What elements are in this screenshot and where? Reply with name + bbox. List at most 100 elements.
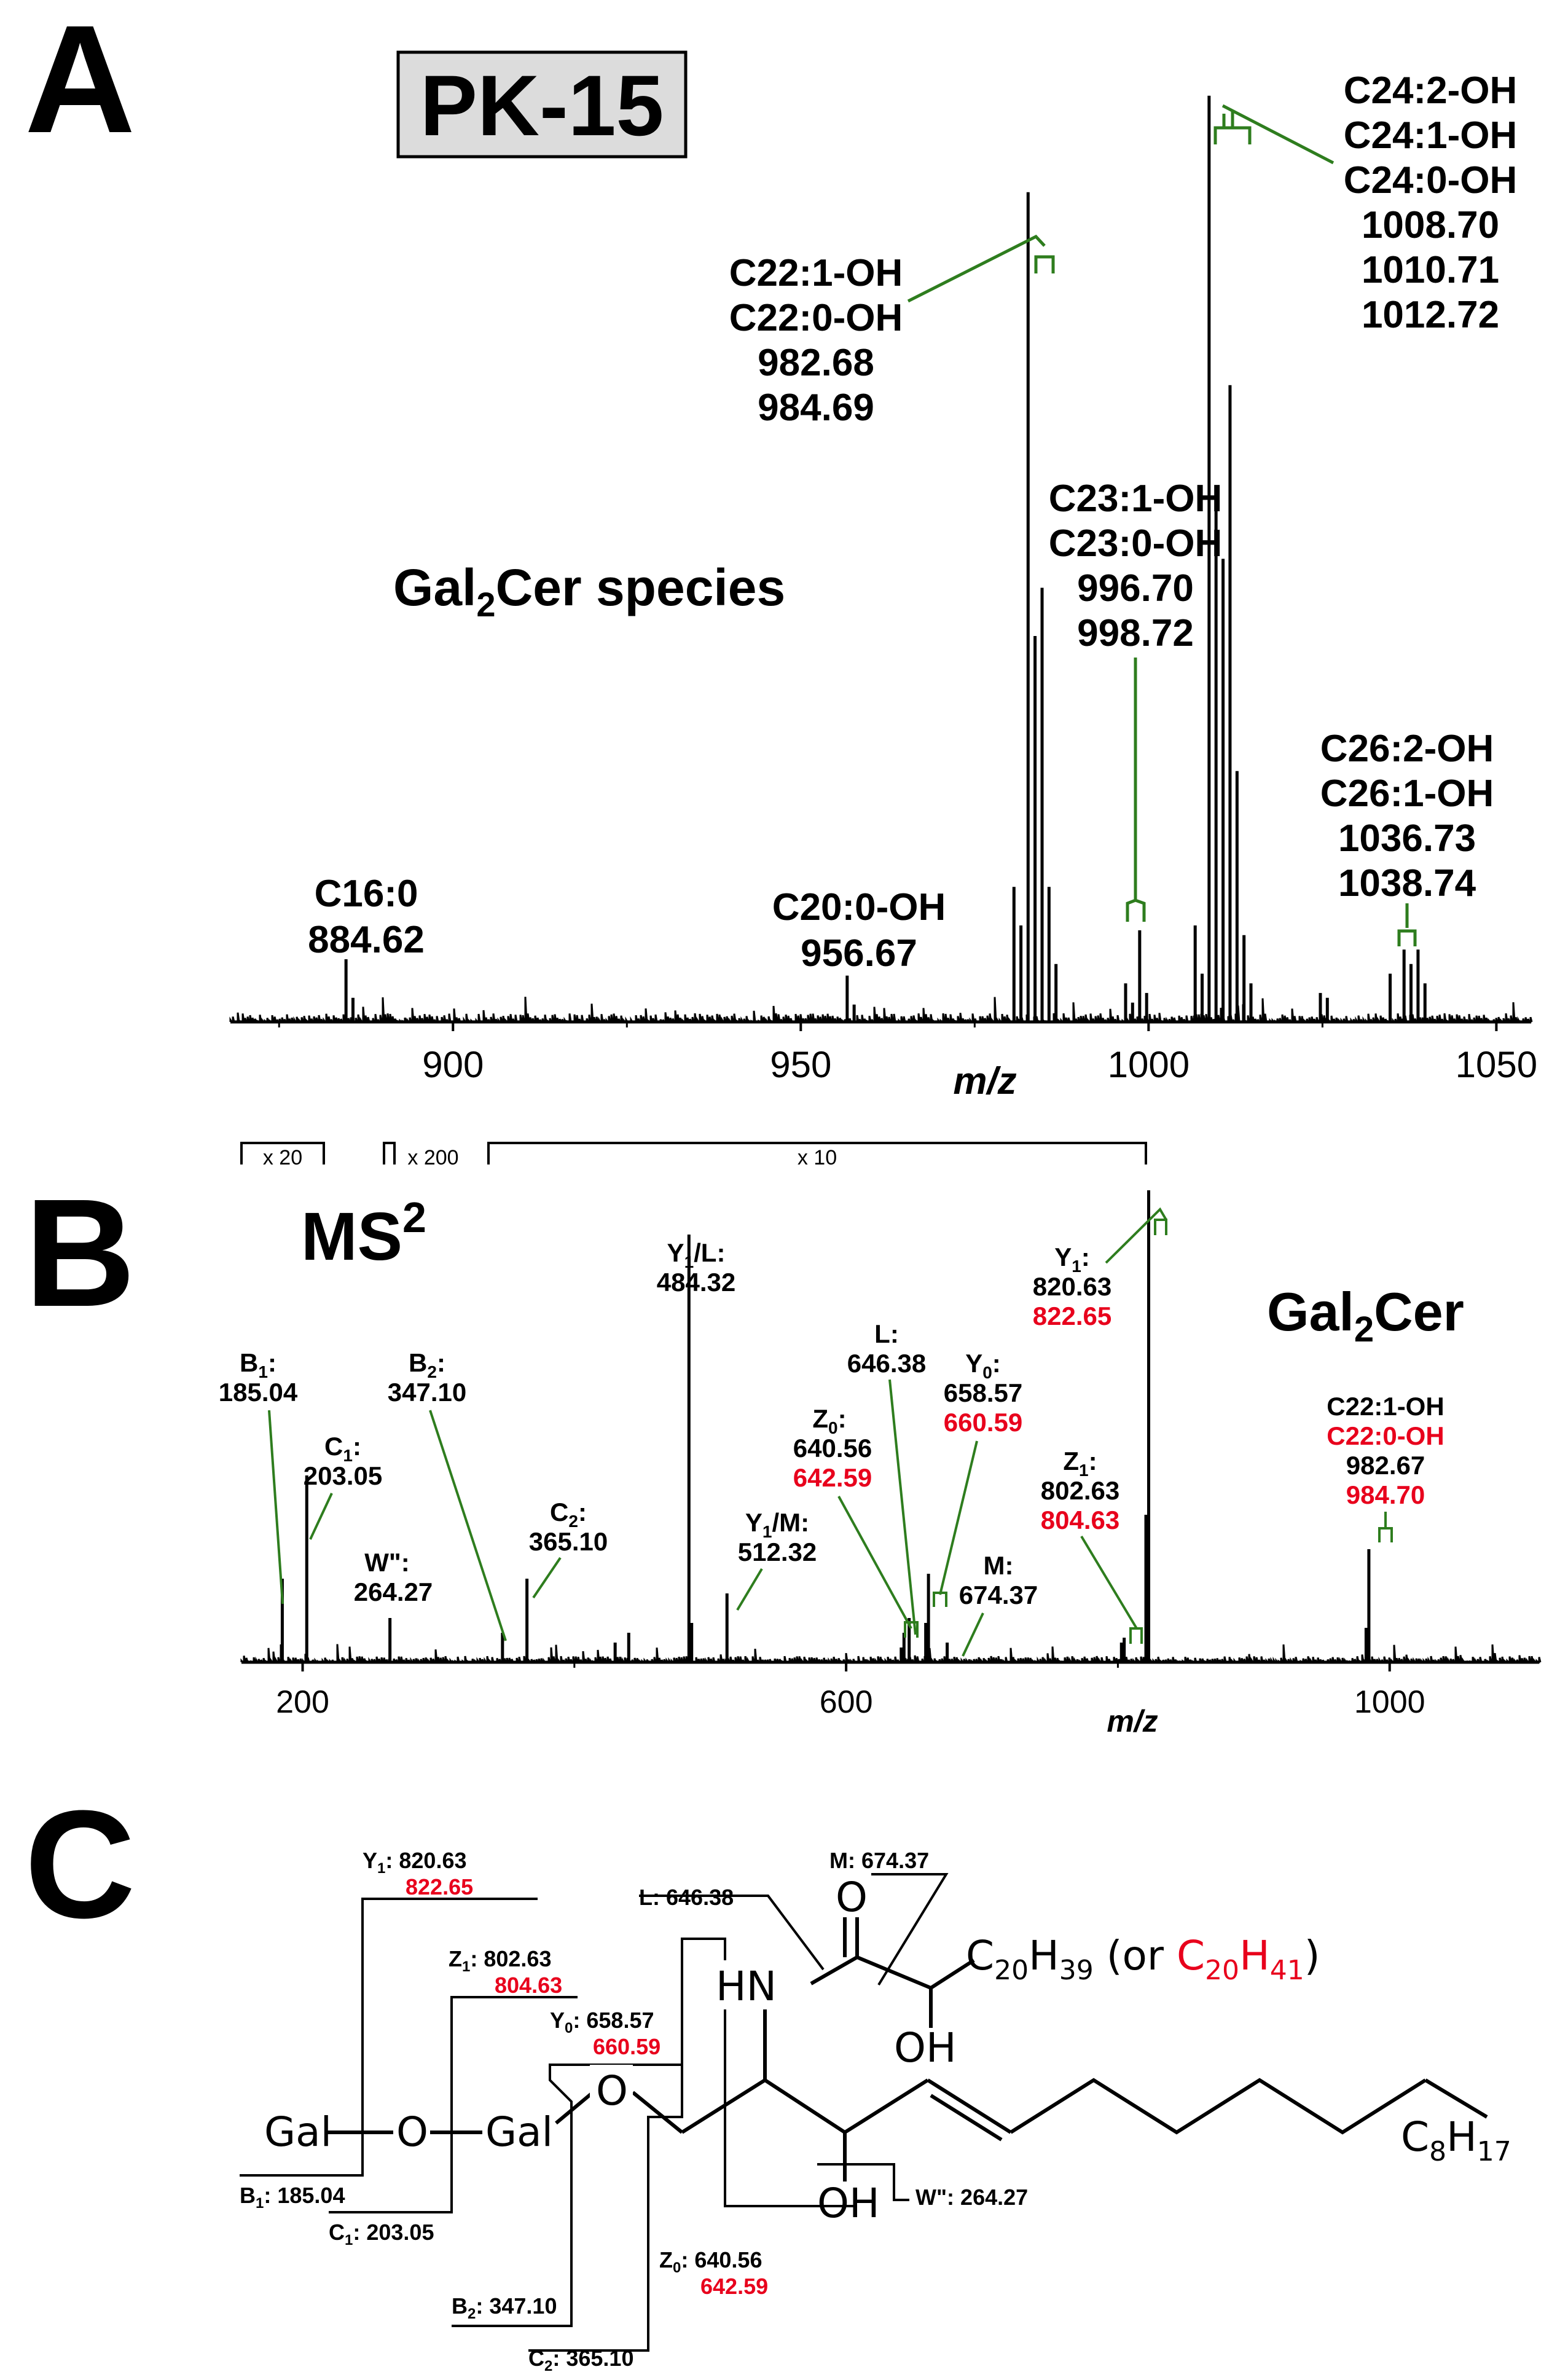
precursor-mz: 982.67 — [1346, 1451, 1425, 1480]
ann-z1-name: Z1: — [1063, 1447, 1097, 1480]
ann-z0-sub: 0 — [828, 1418, 838, 1437]
tick-label-900: 900 — [422, 1044, 484, 1085]
label-c23-1: C23:1-OH — [1049, 477, 1223, 520]
ticks-b: 200 600 1000 — [276, 1662, 1425, 1720]
fl-z1-mz: 802.63 — [484, 1946, 551, 1971]
tail-csub: 8 — [1429, 2136, 1446, 2167]
annotation-c20: C20:0-OH 956.67 — [772, 886, 946, 975]
tick-label-600: 600 — [820, 1684, 873, 1720]
frag-b2-y0 — [452, 2064, 682, 2327]
fl-b2-colon: : — [476, 2293, 489, 2319]
ann-y1l-suffix: /L: — [694, 1238, 725, 1267]
label-1012: 1012.72 — [1362, 294, 1499, 336]
label-1036: 1036.73 — [1338, 817, 1476, 860]
ann-b1-name: B1: — [240, 1348, 276, 1381]
ann-b1-mz: 185.04 — [219, 1378, 298, 1407]
ticks-a: 900 950 1000 1050 — [278, 1022, 1537, 1085]
ann-y0-letter: Y — [965, 1349, 982, 1378]
ms2-title: MS2 — [301, 1193, 426, 1274]
callout-y1 — [1105, 1207, 1167, 1264]
frag-label-y0: Y0: 658.57 — [550, 2008, 654, 2036]
tail-c: C — [1401, 2113, 1429, 2161]
label-884: 884.62 — [308, 919, 425, 961]
ca-c: C — [1177, 1932, 1205, 1979]
fragment-lines — [240, 1873, 949, 2352]
callout-c2 — [532, 1557, 562, 1599]
callout-z1 — [1080, 1535, 1138, 1630]
bond-c1-c2 — [681, 2078, 766, 2134]
fl-c2-letter: C — [528, 2346, 544, 2371]
o-link-bg — [393, 2102, 430, 2157]
frag-label-c2: C2: 365.10 — [528, 2346, 633, 2372]
ann-z1-colon: : — [1089, 1447, 1097, 1475]
ann-w-name: W": — [364, 1548, 410, 1577]
ann-y1m-name: Y1/M: — [745, 1508, 809, 1541]
label-c22-0: C22:0-OH — [729, 297, 903, 339]
fl-b1-sub: 1 — [256, 2195, 264, 2212]
fl-c1-colon: : — [353, 2220, 366, 2245]
zoom-label-1: x 20 — [263, 1146, 302, 1169]
precursor-label-red: C22:0-OH — [1327, 1421, 1444, 1450]
fl-c1-sub: 1 — [345, 2232, 353, 2248]
ann-l-colon: : — [890, 1319, 899, 1348]
ann-b2-colon: : — [437, 1348, 445, 1377]
ann-l-letter: L — [874, 1319, 890, 1348]
spectrum-a: 900 950 1000 1050 m/z — [229, 95, 1537, 1102]
frag-l — [639, 1895, 825, 1971]
fl-b2-mz: 347.10 — [489, 2293, 557, 2319]
carbonyl-o: O — [836, 1874, 868, 1921]
annotation-c24: C24:2-OH C24:1-OH C24:0-OH 1008.70 1010.… — [1344, 69, 1518, 336]
fl-c1-mz: 203.05 — [366, 2220, 434, 2245]
callout-c22 — [907, 234, 1046, 303]
frag-label-z0-red: 642.59 — [700, 2274, 768, 2299]
o-ring-bg — [590, 2065, 633, 2114]
bond-n-co — [810, 1955, 858, 1985]
title-box-background — [396, 50, 688, 159]
fl-y0-letter: Y — [550, 2008, 565, 2033]
annotation-c16: C16:0 884.62 — [308, 873, 425, 961]
ms2-title-main: MS — [301, 1199, 402, 1274]
ann-y1l-letter: Y — [667, 1238, 684, 1267]
bracket-c24 — [1213, 111, 1252, 144]
label-984: 984.69 — [758, 387, 874, 429]
bond-o-c1 — [632, 2091, 683, 2134]
ann-b1-colon: : — [268, 1348, 276, 1377]
label-c26-1: C26:1-OH — [1320, 772, 1494, 815]
ann-m-colon: : — [1005, 1551, 1014, 1580]
baseline-noise-a — [229, 996, 1533, 1023]
gal2cer-label: Gal2Cer — [1267, 1281, 1464, 1349]
ann-w-letter: W" — [364, 1548, 401, 1577]
panel-label-a: A — [25, 0, 136, 165]
ann-z1-letter: Z — [1063, 1447, 1079, 1475]
gal2cer-rest: Cer — [1374, 1281, 1464, 1342]
bond-chain — [1009, 2078, 1427, 2135]
ann-y1m-sub: 1 — [762, 1522, 772, 1541]
ann-c2-colon: : — [578, 1498, 587, 1526]
label-982: 982.68 — [758, 342, 874, 384]
ann-b1-letter: B — [240, 1348, 258, 1377]
chart-title: PK-15 — [420, 57, 664, 154]
ann-z0-colon: : — [838, 1404, 847, 1433]
ann-c2-mz: 365.10 — [529, 1527, 608, 1556]
ann-y1m-letter: Y — [745, 1508, 762, 1537]
fl-y1-letter: Y — [363, 1848, 377, 1873]
ca-csub: 20 — [1205, 1955, 1239, 1986]
ann-y1-mz: 820.63 — [1033, 1272, 1111, 1301]
callout-l — [888, 1379, 917, 1635]
frag-label-l: L: 646.38 — [639, 1885, 734, 1910]
zoom-brackets: x 20 x 200 x 10 — [240, 1142, 1147, 1169]
gal-1: Gal — [264, 2108, 332, 2156]
frag-label-y1: Y1: 820.63 — [363, 1848, 466, 1877]
callout-c24 — [1221, 104, 1335, 165]
species-heading-main: Gal — [393, 559, 476, 616]
bracket-z1 — [1129, 1627, 1143, 1644]
bracket-c26 — [1397, 929, 1417, 946]
fl-m-colon: : — [848, 1848, 861, 1873]
bond-chain-end — [1424, 2078, 1488, 2119]
hn: HN — [716, 1963, 777, 2010]
annotation-c23: C23:1-OH C23:0-OH 996.70 998.72 — [1049, 477, 1223, 654]
fl-y0-colon: : — [573, 2008, 586, 2033]
fl-c2-colon: : — [552, 2346, 566, 2371]
ann-b2-name: B2: — [409, 1348, 445, 1381]
annotation-c26: C26:2-OH C26:1-OH 1036.73 1038.74 — [1320, 728, 1494, 905]
